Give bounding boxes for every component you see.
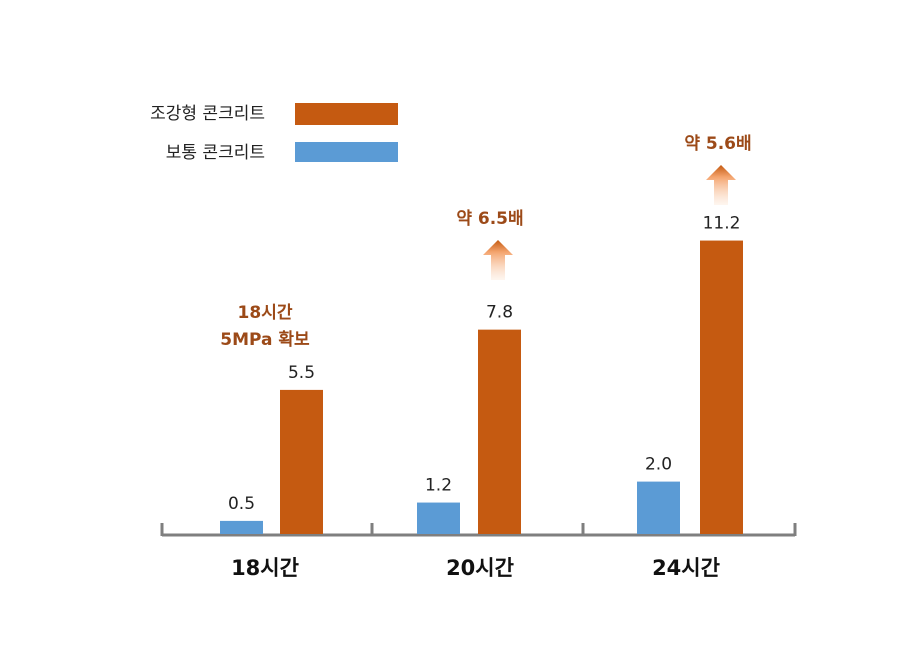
annotation-text: 5MPa 확보 xyxy=(220,330,310,350)
annotation-text: 약 6.5배 xyxy=(456,208,523,229)
bar-early-strength xyxy=(700,240,743,534)
bar-normal xyxy=(220,520,263,534)
legend: 조강형 콘크리트 보통 콘크리트 xyxy=(150,103,398,163)
data-label: 5.5 xyxy=(288,363,315,383)
data-label: 2.0 xyxy=(645,455,672,475)
legend-label-early-strength: 조강형 콘크리트 xyxy=(150,104,265,124)
category-label: 18시간 xyxy=(231,556,299,580)
bar-normal xyxy=(417,502,460,534)
data-label: 7.8 xyxy=(486,303,513,323)
bar-early-strength xyxy=(280,389,323,534)
up-arrow-icon xyxy=(483,240,513,280)
bars xyxy=(220,240,743,534)
data-label: 11.2 xyxy=(703,214,741,234)
annotation-text: 약 5.6배 xyxy=(684,133,751,154)
category-label: 24시간 xyxy=(652,556,720,580)
legend-swatch-normal xyxy=(295,142,398,162)
data-label: 1.2 xyxy=(425,476,452,496)
annotation-text: 18시간 xyxy=(238,303,293,323)
bar-normal xyxy=(637,481,680,534)
category-label: 20시간 xyxy=(446,556,514,580)
legend-swatch-early-strength xyxy=(295,103,398,125)
bar-early-strength xyxy=(478,329,521,534)
up-arrow-icon xyxy=(706,165,736,205)
legend-label-normal: 보통 콘크리트 xyxy=(166,143,265,163)
labels: 18시간 0.5 5.5 20시간 1.2 7.8 24시간 2.0 11.2 18시간 5MPa … xyxy=(220,133,751,580)
x-axis xyxy=(160,523,797,537)
data-label: 0.5 xyxy=(228,494,255,514)
